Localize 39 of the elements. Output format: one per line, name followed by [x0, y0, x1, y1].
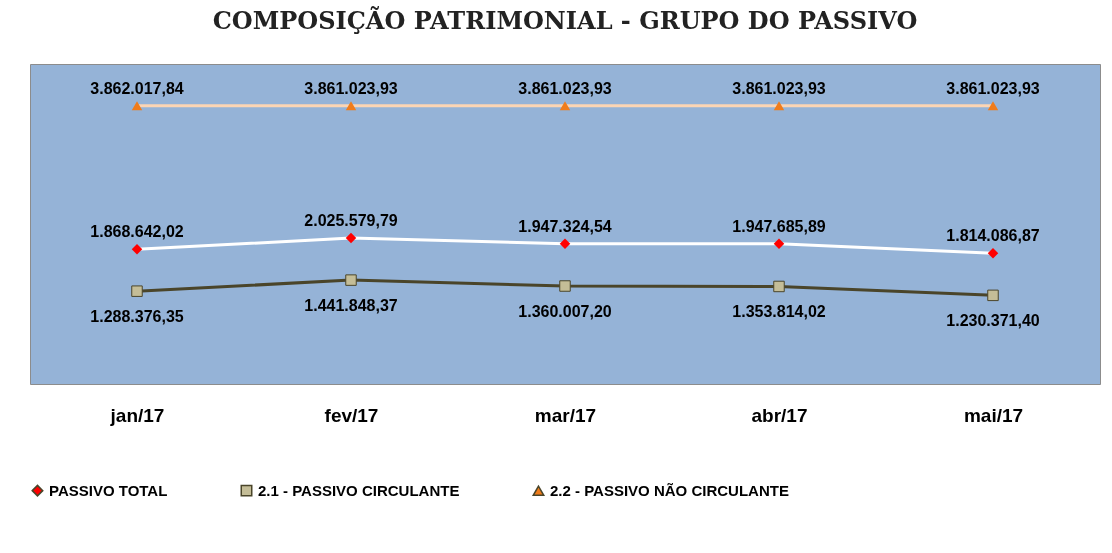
x-tick-label: abr/17 [751, 404, 808, 426]
data-label: 2.025.579,79 [304, 212, 398, 230]
data-label: 1.868.642,02 [90, 223, 184, 241]
data-label: 1.814.086,87 [946, 227, 1040, 245]
data-label: 1.230.371,40 [946, 312, 1040, 330]
data-label: 1.288.376,35 [90, 308, 184, 326]
x-tick-label: fev/17 [324, 404, 379, 426]
data-label: 3.861.023,93 [518, 79, 612, 97]
point [345, 232, 357, 244]
point [987, 101, 999, 111]
point [131, 285, 143, 297]
point [987, 248, 999, 259]
data-label: 1.441.848,37 [304, 297, 398, 315]
point [559, 280, 571, 292]
point [131, 244, 143, 255]
point [773, 280, 785, 293]
point [773, 238, 785, 249]
point [773, 101, 785, 111]
data-label: 1.947.685,89 [732, 217, 826, 235]
chart-title: COMPOSIÇÃO PATRIMONIAL - GRUPO DO PASSIVO [212, 6, 918, 35]
data-label: 3.861.023,93 [732, 79, 826, 97]
data-label: 1.360.007,20 [518, 303, 612, 321]
point [345, 101, 357, 111]
point [987, 289, 999, 302]
data-label: 1.353.814,02 [732, 303, 826, 321]
legend-label: 2.1 - PASSIVO CIRCULANTE [258, 481, 460, 499]
data-label: 3.861.023,93 [946, 79, 1040, 97]
legend-label: 2.2 - PASSIVO NÃO CIRCULANTE [550, 481, 789, 499]
point [559, 101, 571, 111]
x-tick-label: mai/17 [963, 404, 1024, 426]
point [345, 274, 357, 286]
point [131, 101, 143, 111]
legend-label: PASSIVO TOTAL [49, 481, 168, 499]
data-label: 1.947.324,54 [518, 217, 612, 235]
x-tick-label: jan/17 [109, 404, 165, 426]
x-tick-label: mar/17 [534, 404, 597, 426]
data-label: 3.862.017,84 [90, 79, 184, 97]
data-label: 3.861.023,93 [304, 79, 398, 97]
point [559, 238, 571, 249]
